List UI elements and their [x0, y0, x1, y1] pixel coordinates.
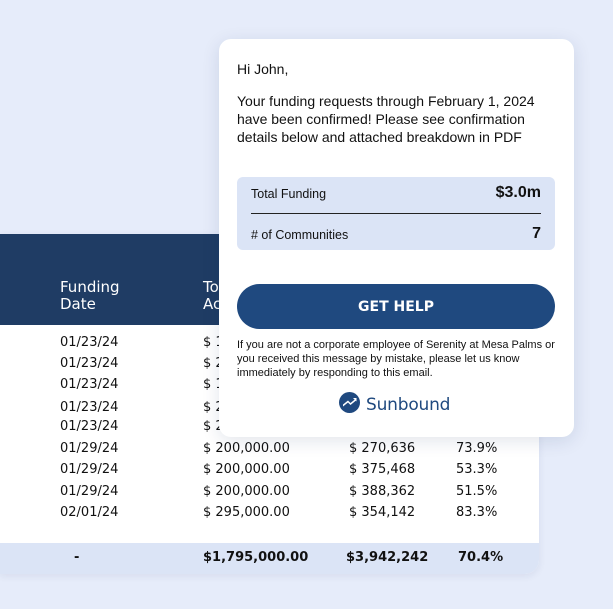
header-funding-date: Funding Date — [60, 279, 120, 313]
cell-percent: 53.3% — [456, 462, 498, 477]
funding-summary: Total Funding $3.0m # of Communities 7 — [237, 177, 555, 250]
cell-total: $ 388,362 — [349, 484, 416, 499]
email-message: Your funding requests through February 1… — [237, 93, 535, 145]
cell-amount: $ 200,000.00 — [203, 462, 290, 477]
cell-percent: 83.3% — [456, 505, 498, 520]
table-row: 01/29/24 $ 200,000.00 $ 270,636 73.9% — [0, 441, 539, 461]
cell-amount: $ 2 — [203, 419, 224, 434]
cell-date: 02/01/24 — [60, 505, 119, 520]
email-greeting: Hi John, — [237, 61, 289, 77]
cell-date: 01/23/24 — [60, 335, 119, 350]
cell-total: $ 354,142 — [349, 505, 416, 520]
total-funding-label: Total Funding — [251, 187, 327, 201]
cell-total: $ 270,636 — [349, 441, 416, 456]
cell-amount: $ 295,000.00 — [203, 505, 290, 520]
cell-percent: 51.5% — [456, 484, 498, 499]
cell-date: 01/29/24 — [60, 462, 119, 477]
cell-amount: $ 1 — [203, 377, 224, 392]
table-row: 01/23/24 $ 1 — [0, 377, 539, 397]
header-total-amount-line2: Ac — [203, 295, 222, 313]
table-row: 01/29/24 $ 200,000.00 $ 375,468 53.3% — [0, 462, 539, 482]
header-funding-date-line1: Funding — [60, 278, 120, 296]
cell-total: $ 375,468 — [349, 462, 416, 477]
header-funding-date-line2: Date — [60, 295, 96, 313]
table-row: 02/01/24 $ 295,000.00 $ 354,142 83.3% — [0, 505, 539, 525]
table-row: 01/23/24 $ 2 — [0, 356, 539, 376]
totals-amount: $1,795,000.00 — [203, 550, 309, 565]
header-total-amount: To Ac — [203, 279, 221, 313]
cell-amount: $ 200,000.00 — [203, 484, 290, 499]
cell-percent: 73.9% — [456, 441, 498, 456]
cell-amount: $ 2 — [203, 400, 224, 415]
get-help-button[interactable]: GET HELP — [237, 284, 555, 329]
table-totals-row: - $1,795,000.00 $3,942,242 70.4% — [0, 543, 539, 574]
cell-amount: $ 1 — [203, 335, 224, 350]
totals-percent: 70.4% — [458, 550, 504, 565]
brand-logo[interactable]: Sunbound — [339, 392, 451, 418]
cell-date: 01/23/24 — [60, 377, 119, 392]
cell-date: 01/29/24 — [60, 441, 119, 456]
header-total-amount-line1: To — [203, 278, 219, 296]
email-card: Hi John, Your funding requests through F… — [219, 39, 574, 437]
cell-date: 01/23/24 — [60, 419, 119, 434]
summary-divider — [251, 213, 541, 214]
totals-total: $3,942,242 — [346, 550, 429, 565]
table-row: 01/23/24 $ 1 — [0, 335, 539, 355]
cell-date: 01/29/24 — [60, 484, 119, 499]
sunbound-logo-icon — [339, 392, 360, 418]
communities-value: 7 — [532, 225, 541, 242]
brand-name: Sunbound — [366, 395, 451, 415]
cell-date: 01/23/24 — [60, 356, 119, 371]
total-funding-value: $3.0m — [495, 184, 541, 201]
cell-amount: $ 2 — [203, 356, 224, 371]
table-row: 01/23/24 $ 2 — [0, 419, 539, 439]
cell-date: 01/23/24 — [60, 400, 119, 415]
totals-date: - — [74, 550, 80, 565]
communities-label: # of Communities — [251, 228, 349, 242]
table-row: 01/23/24 $ 2 — [0, 400, 539, 420]
email-disclaimer: If you are not a corporate employee of S… — [237, 339, 555, 379]
cell-amount: $ 200,000.00 — [203, 441, 290, 456]
table-row: 01/29/24 $ 200,000.00 $ 388,362 51.5% — [0, 484, 539, 504]
